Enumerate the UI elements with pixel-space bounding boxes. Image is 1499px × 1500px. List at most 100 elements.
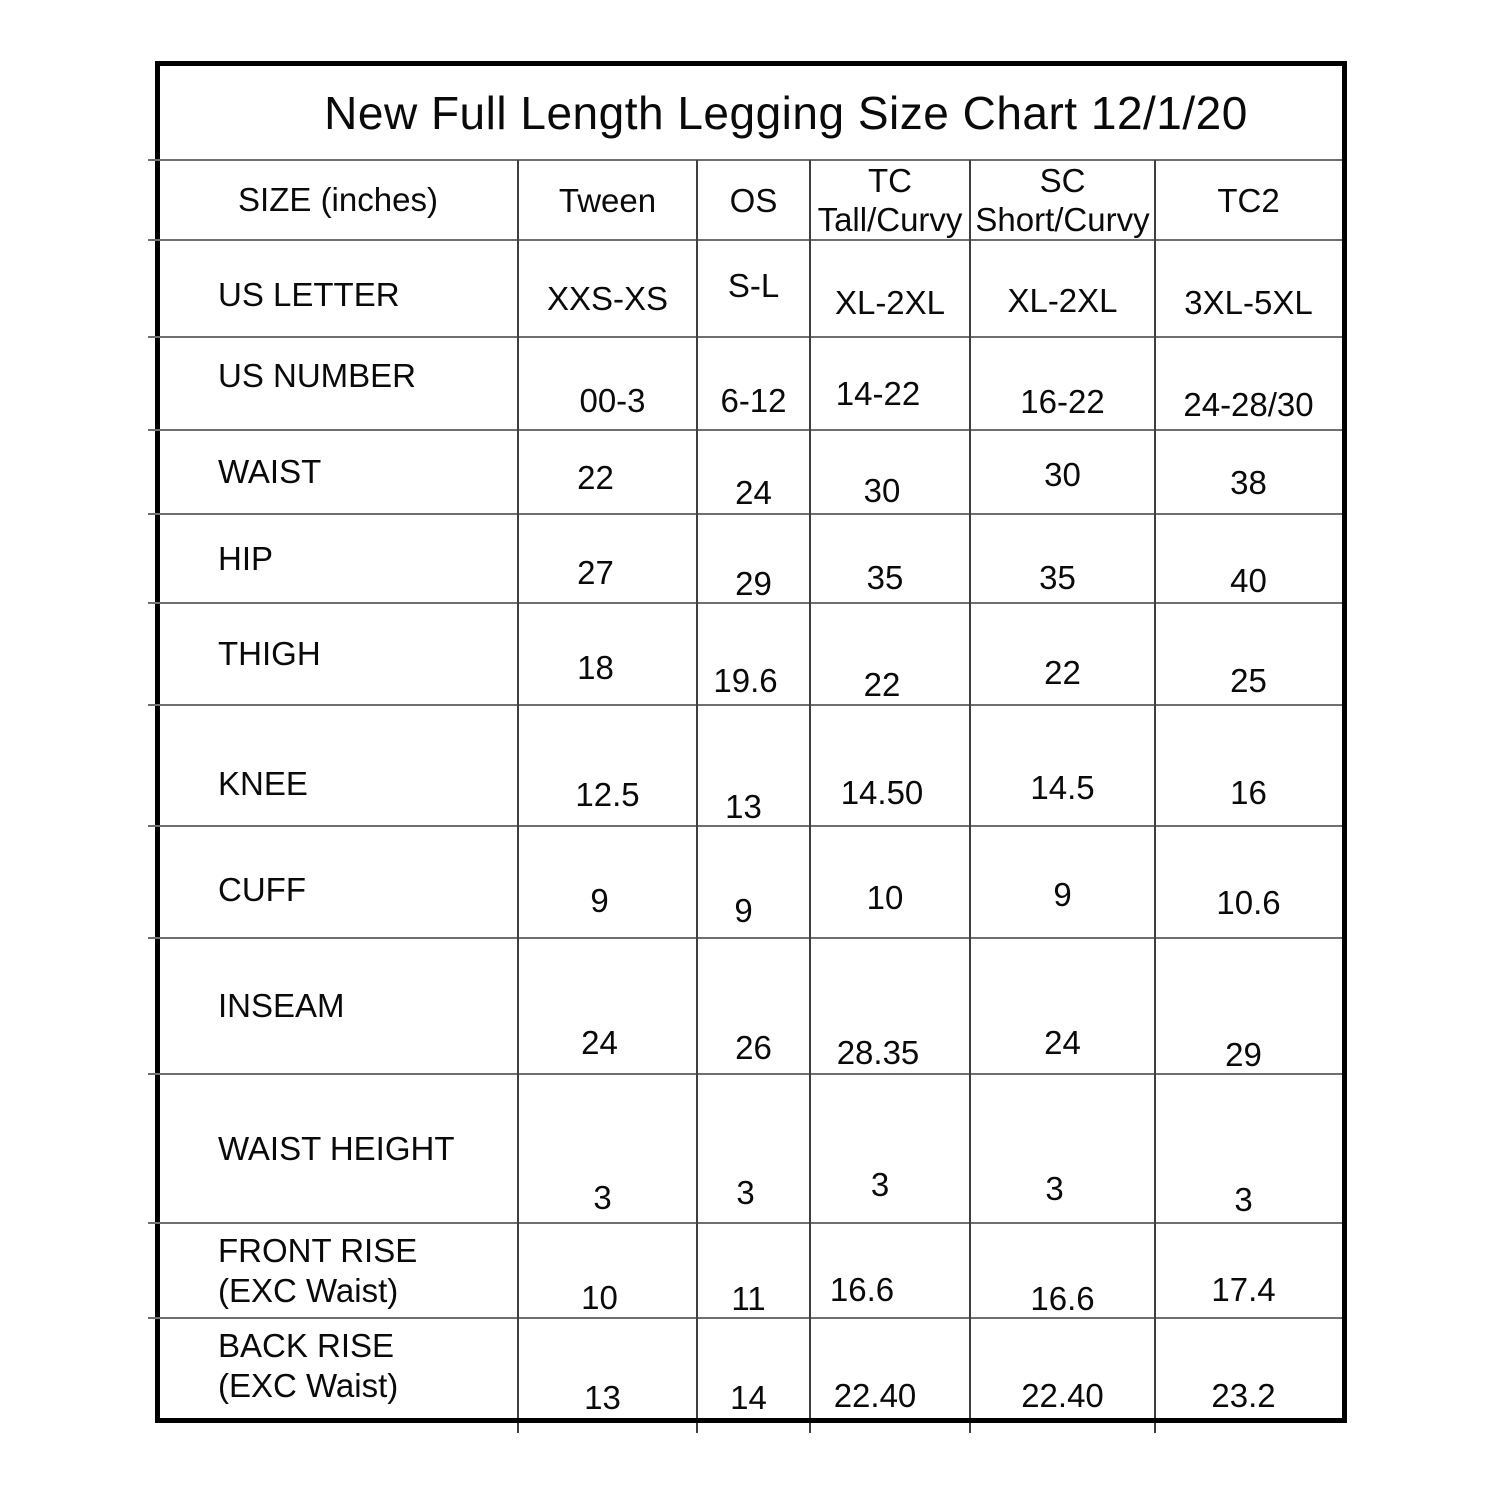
row-label: HIP [158,514,518,603]
column-header-line: TC [868,162,912,199]
column-header-line: Short/Curvy [975,201,1150,238]
row-label-subtext: (EXC Waist) [218,1272,399,1309]
grid-line [696,1423,698,1433]
row-label: THIGH [158,603,518,705]
row-label-text: BACK RISE [218,1327,395,1364]
grid-line [969,160,971,1418]
cell-value: 3 [736,1174,755,1211]
cell-value: 29 [1225,1036,1262,1073]
grid-line [148,513,1342,515]
cell-value: 13 [725,788,762,825]
row-label: US LETTER [158,240,518,337]
cell-value: 10.6 [1216,884,1281,921]
cell-value: 9 [1053,876,1072,913]
cell-value: 22 [863,666,901,703]
grid-line [809,1423,811,1433]
cell-value: 14-22 [835,375,921,412]
column-header-line: Tween [558,181,657,219]
cell-value: 10 [581,1279,618,1316]
grid-line [809,160,811,1418]
row-label-subtext: (EXC Waist) [218,1367,399,1404]
row-label-text: THIGH [218,635,321,672]
grid-line [148,937,1342,939]
chart-title: New Full Length Legging Size Chart 12/1/… [324,87,1248,139]
cell-value: 24 [735,474,772,511]
cell-value: 35 [1039,559,1076,596]
grid-line [1154,1423,1156,1433]
column-header: TC2 [1155,160,1342,240]
column-header-line: Tall/Curvy [817,201,963,238]
cell-value: 14.5 [1030,769,1095,806]
cell-value: 24 [581,1024,618,1061]
cell-value: 3 [593,1179,612,1216]
grid-line [517,1423,519,1433]
grid-line [1154,160,1156,1418]
grid-line [148,1073,1342,1075]
cell-value: 3XL-5XL [1184,284,1313,321]
cell-value: 27 [577,554,614,591]
column-header: SC Short/Curvy [970,160,1155,240]
column-header-line: OS [729,181,778,219]
cell-value: 16-22 [1020,383,1105,420]
cell-value: 16 [1230,774,1267,811]
grid-line [148,602,1342,604]
row-label-text: CUFF [218,871,306,908]
cell-value: 40 [1230,562,1267,599]
row-label-text: FRONT RISE [218,1232,418,1269]
column-header: OS [697,160,810,240]
row-label: WAIST [158,430,518,514]
row-label: US NUMBER [158,337,518,430]
cell-value: 3 [1045,1170,1064,1207]
cell-value: S-L [727,267,780,304]
row-label-text: US NUMBER [218,356,417,394]
row-label: KNEE [158,705,518,826]
grid-line [517,160,519,1418]
corner-header: SIZE (inches) [238,181,438,218]
cell-value: 22 [1044,654,1081,691]
cell-value: 19.6 [713,662,778,699]
row-label: FRONT RISE (EXC Waist) [158,1223,518,1318]
row-label: CUFF [158,826,518,938]
cell-value: 29 [735,565,772,602]
row-label: INSEAM [158,938,518,1074]
grid-line [148,1317,1342,1319]
cell-value: XL-2XL [834,284,946,321]
cell-value: 3 [870,1166,890,1203]
row-label-text: INSEAM [218,987,345,1024]
cell-value: 24-28/30 [1183,386,1314,423]
cell-value: 11 [731,1280,766,1317]
cell-value: 24 [1044,1024,1081,1061]
row-label: WAIST HEIGHT [158,1074,518,1223]
row-label-text: US LETTER [218,275,400,313]
cell-value: 3 [1234,1181,1253,1218]
cell-value: 6-12 [720,382,787,419]
column-header: TC Tall/Curvy [810,160,970,240]
cell-value: 16.6 [829,1271,895,1308]
cell-value: 30 [863,472,901,509]
cell-value: XL-2XL [1007,282,1118,319]
cell-value: 10 [866,879,904,916]
grid-line [969,1423,971,1433]
cell-value: 14.50 [840,774,924,811]
cell-value: 16.6 [1030,1280,1095,1317]
grid-line [148,704,1342,706]
grid-line [148,1222,1342,1224]
row-label-text: WAIST [218,453,322,490]
cell-value: 14 [730,1379,767,1416]
row-label-text: HIP [218,539,274,577]
row-label: BACK RISE (EXC Waist) [158,1318,518,1418]
table-outer-border [155,61,1347,1423]
cell-value: 9 [590,882,609,919]
cell-value: 18 [577,649,614,686]
grid-line [148,825,1342,827]
cell-value: 35 [866,559,904,596]
cell-value: 17.4 [1211,1271,1276,1308]
row-label-text: KNEE [218,764,308,802]
cell-value: 22.40 [1021,1377,1104,1414]
cell-value: 26 [735,1029,772,1066]
grid-line [148,159,1342,161]
grid-line [148,429,1342,431]
cell-value: 13 [584,1379,621,1416]
grid-line [696,160,698,1418]
